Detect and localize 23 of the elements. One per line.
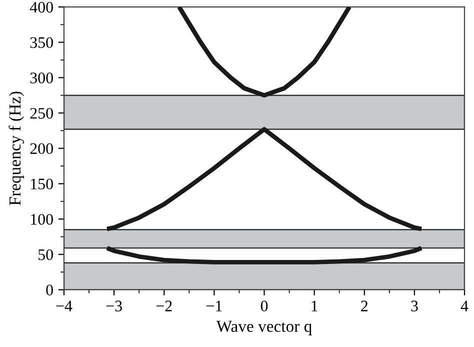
y-tick-label: 150	[31, 178, 53, 190]
y-tick-label: 350	[30, 37, 53, 48]
y-tick-label: 100	[31, 214, 53, 225]
y-tick-label: 50	[38, 249, 53, 260]
x-tick-label: −3	[106, 300, 122, 312]
x-tick-label: 0	[260, 300, 268, 312]
x-axis-title: Wave vector q	[216, 320, 312, 336]
y-tick-label: 200	[30, 143, 53, 154]
y-tick-label: 250	[30, 108, 53, 119]
y-tick-label: 400	[30, 2, 53, 13]
x-tick-label: 3	[411, 300, 418, 312]
x-tick-label: 2	[361, 300, 368, 312]
x-tick-label: −2	[156, 300, 172, 312]
line-series	[104, 246, 424, 264]
line-series	[104, 127, 424, 232]
x-tick-label: −1	[206, 300, 222, 312]
y-tick-label: 0	[46, 284, 53, 296]
y-tick-label: 300	[30, 72, 53, 84]
x-tick-label: −4	[56, 300, 72, 312]
x-tick-label: 1	[312, 300, 318, 312]
x-tick-label: 4	[460, 300, 468, 312]
line-series	[176, 6, 352, 98]
y-axis-title: Frequency f (Hz)	[8, 92, 24, 206]
